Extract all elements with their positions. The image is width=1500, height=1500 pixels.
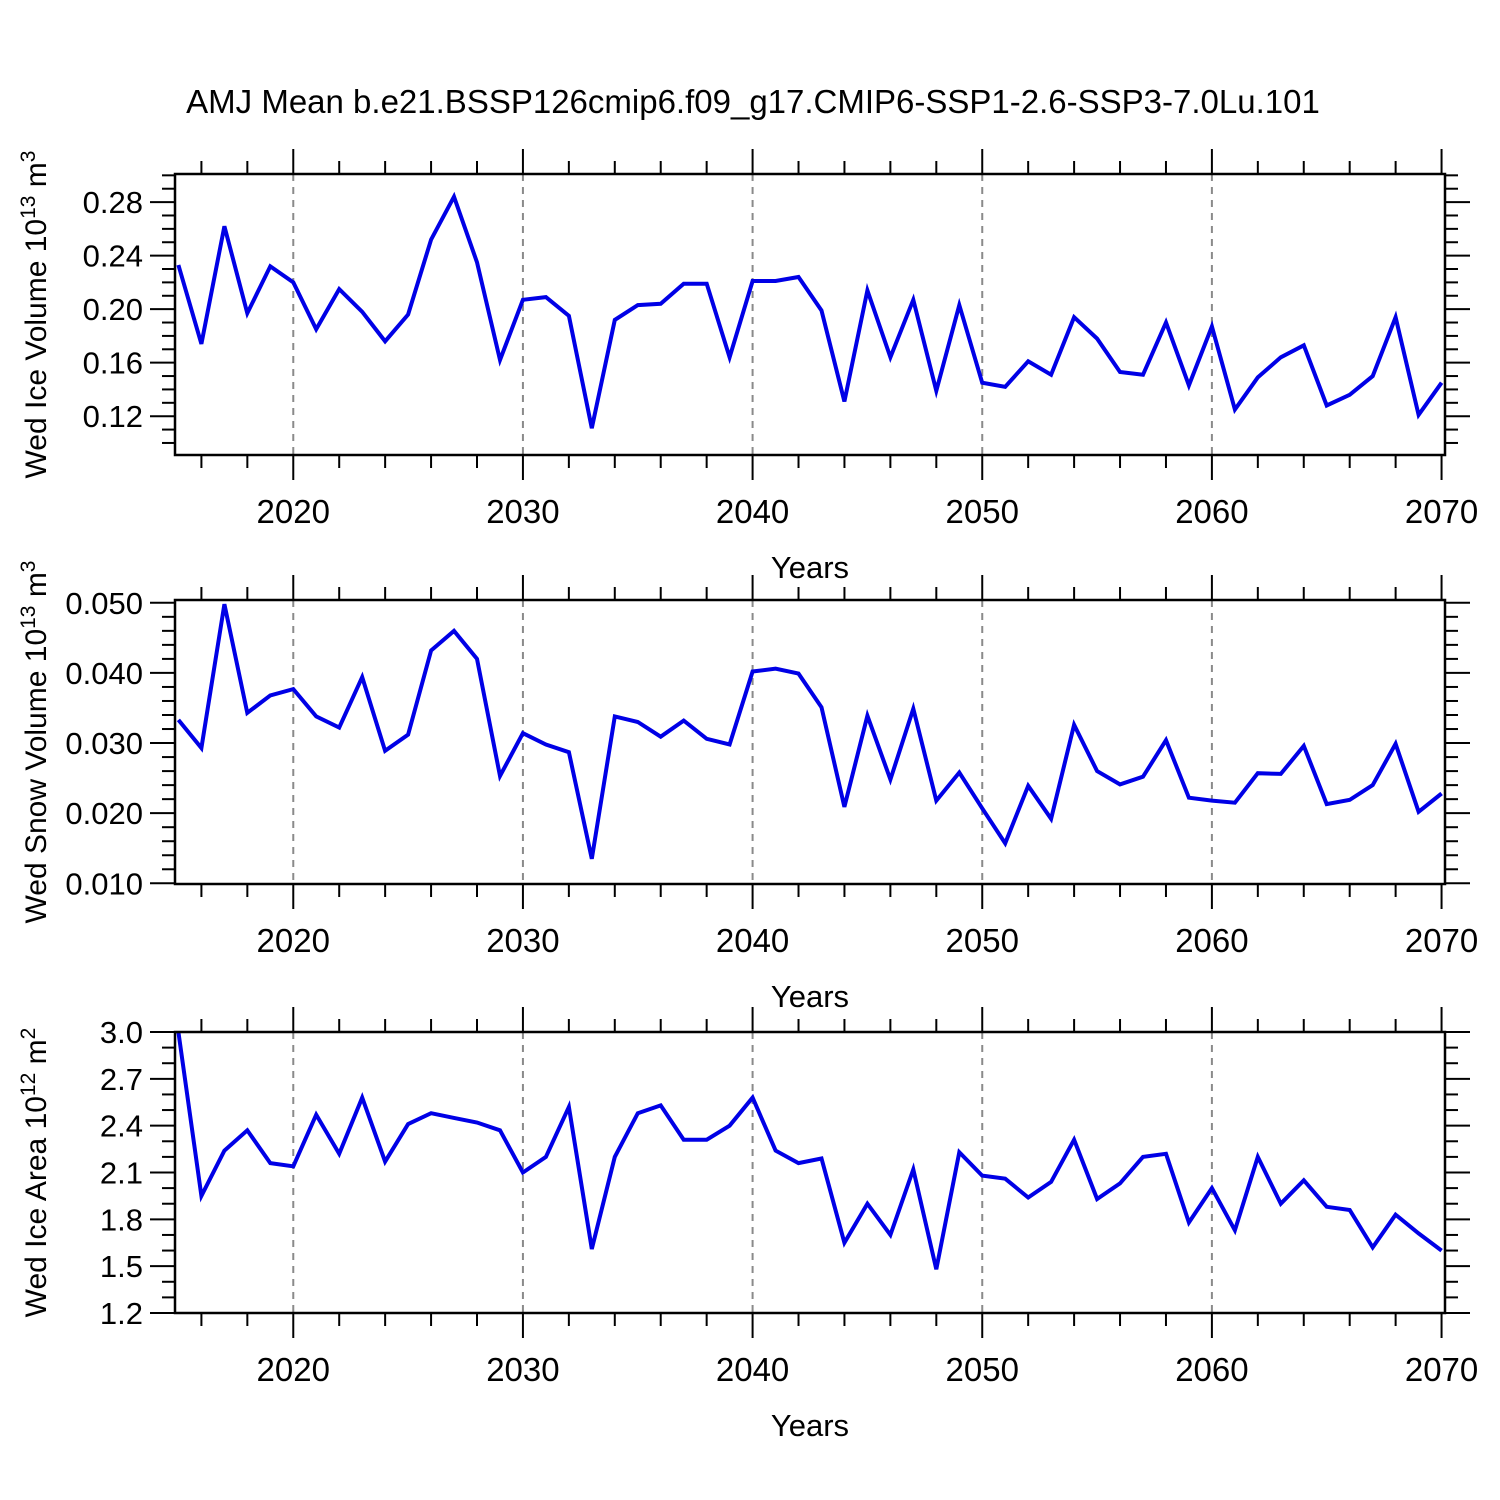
- xtick-label-2040: 2040: [716, 1351, 789, 1388]
- panels-group: 2020 2030 2040 2050 2060 2070 0.28 0.24 0.20 0.16…: [17, 149, 1478, 1443]
- xtick-label-2020: 2020: [257, 922, 330, 959]
- ytick-label-0.20: 0.20: [83, 292, 143, 327]
- snow-volume-x-axis-title: Years: [771, 979, 849, 1014]
- ytick-label-1.2: 1.2: [100, 1296, 143, 1331]
- ice-volume-frame: [173, 172, 1447, 457]
- ytick-label-2.4: 2.4: [100, 1109, 143, 1144]
- xtick-label-2070: 2070: [1405, 922, 1478, 959]
- xtick-label-2050: 2050: [946, 1351, 1019, 1388]
- xtick-label-2040: 2040: [716, 922, 789, 959]
- xtick-label-2050: 2050: [946, 493, 1019, 530]
- xtick-label-2070: 2070: [1405, 1351, 1478, 1388]
- xtick-label-2070: 2070: [1405, 493, 1478, 530]
- ytick-label-1.8: 1.8: [100, 1202, 143, 1237]
- ice-area-y-axis-title: Wed Ice Area 1012 m2: [17, 1028, 53, 1318]
- xtick-label-2020: 2020: [257, 493, 330, 530]
- ytick-label-0.28: 0.28: [83, 185, 143, 220]
- ytick-label-2.1: 2.1: [100, 1156, 143, 1191]
- ytick-label-1.5: 1.5: [100, 1249, 143, 1284]
- ytick-label-3.0: 3.0: [100, 1015, 143, 1050]
- xtick-label-2060: 2060: [1175, 1351, 1248, 1388]
- xtick-label-2030: 2030: [486, 922, 559, 959]
- panel-ice-area: 2020 2030 2040 2050 2060 2070 3.0 2.7 2.4 2.1 1.8 1…: [17, 1007, 1478, 1443]
- panel-ice-volume: 2020 2030 2040 2050 2060 2070 0.28 0.24 0.20 0.16…: [17, 149, 1478, 585]
- ytick-label-0.010: 0.010: [65, 866, 143, 901]
- ice-volume-data-line: [176, 191, 1444, 429]
- ytick-label-0.16: 0.16: [83, 346, 143, 381]
- xtick-label-2040: 2040: [716, 493, 789, 530]
- xtick-label-2030: 2030: [486, 1351, 559, 1388]
- ytick-label-2.7: 2.7: [100, 1062, 143, 1097]
- panel-snow-volume: 2020 2030 2040 2050 2060 2070 0.050 0.040 0.030 0…: [17, 561, 1478, 1015]
- snow-volume-frame: [173, 598, 1447, 886]
- snow-volume-data-line: [176, 603, 1443, 860]
- ice-area-x-axis-title: Years: [771, 1408, 849, 1443]
- xtick-label-2020: 2020: [257, 1351, 330, 1388]
- xtick-label-2060: 2060: [1175, 922, 1248, 959]
- ytick-label-0.030: 0.030: [65, 726, 143, 761]
- ytick-label-0.020: 0.020: [65, 796, 143, 831]
- figure-title: AMJ Mean b.e21.BSSP126cmip6.f09_g17.CMIP…: [186, 83, 1320, 120]
- ice-area-data-line: [176, 1031, 1443, 1270]
- xtick-label-2060: 2060: [1175, 493, 1248, 530]
- ice-volume-x-axis-title: Years: [771, 550, 849, 585]
- ytick-label-0.050: 0.050: [65, 586, 143, 621]
- ytick-label-0.12: 0.12: [83, 399, 143, 434]
- ytick-label-0.040: 0.040: [65, 656, 143, 691]
- ice-volume-y-axis-title: Wed Ice Volume 1013 m3: [17, 151, 53, 479]
- xtick-label-2030: 2030: [486, 493, 559, 530]
- snow-volume-y-axis-title: Wed Snow Volume 1013 m3: [17, 561, 53, 924]
- ytick-label-0.24: 0.24: [83, 239, 143, 274]
- xtick-label-2050: 2050: [946, 922, 1019, 959]
